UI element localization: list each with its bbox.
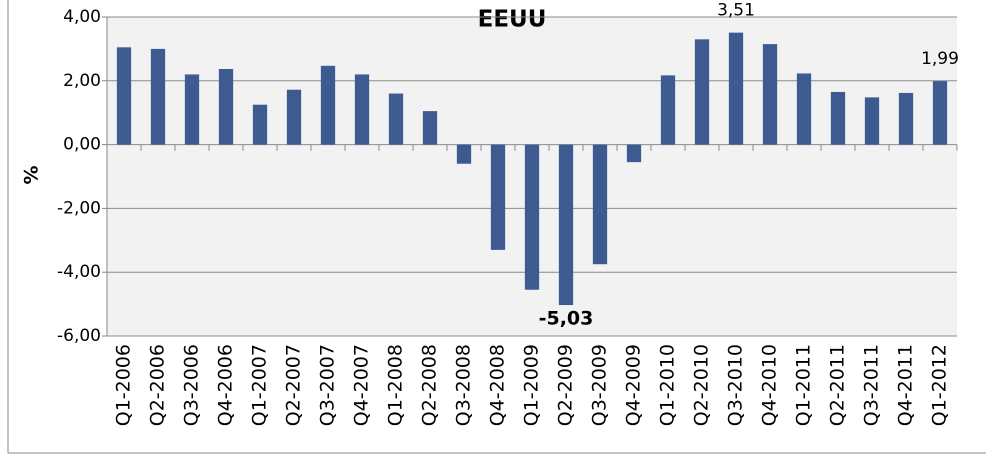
y-tick-label: 4,00 [63,7,101,27]
bar [762,44,778,145]
data-label: -5,03 [539,308,594,330]
bar [320,65,336,145]
y-tick-label: 0,00 [63,135,101,155]
x-tick-label: Q4-2008 [487,344,509,426]
bar [116,47,132,145]
x-tick-label: Q1-2009 [521,344,543,426]
x-tick-label: Q3-2010 [725,344,747,426]
x-tick-label: Q1-2006 [113,344,135,426]
bar [388,93,404,145]
y-tick-label: -6,00 [57,326,101,346]
x-tick-label: Q3-2008 [453,344,475,426]
x-tick-label: Q4-2009 [623,344,645,426]
bar [422,111,438,145]
x-tick-label: Q1-2011 [793,344,815,426]
bar [354,74,370,145]
bar [898,92,914,145]
y-axis-title: % [21,165,43,184]
x-tick-label: Q3-2006 [181,344,203,426]
bar [830,91,846,145]
data-label: 1,99 [921,49,959,69]
bar [796,73,812,145]
bar [184,74,200,145]
bar [592,144,608,265]
bar [490,144,506,250]
bar [694,39,710,145]
x-tick-label: Q2-2011 [827,344,849,426]
chart-title: EEUU [478,7,547,33]
x-tick-label: Q1-2007 [249,344,271,426]
data-label: 3,51 [717,1,755,21]
y-tick-label: -2,00 [57,198,101,218]
x-tick-label: Q2-2009 [555,344,577,426]
x-tick-label: Q2-2006 [147,344,169,426]
y-tick-label: -4,00 [57,262,101,282]
bar [864,97,880,145]
x-tick-label: Q1-2010 [657,344,679,426]
x-tick-label: Q1-2012 [929,344,951,426]
x-tick-label: Q4-2006 [215,344,237,426]
x-tick-label: Q3-2007 [317,344,339,426]
bar [660,75,676,145]
bar [252,104,268,145]
x-tick-label: Q2-2010 [691,344,713,426]
x-tick-label: Q2-2007 [283,344,305,426]
x-tick-label: Q4-2010 [759,344,781,426]
x-tick-label: Q3-2011 [861,344,883,426]
x-tick-label: Q4-2011 [895,344,917,426]
bar [286,89,302,145]
bar [558,144,574,306]
x-tick-label: Q3-2009 [589,344,611,426]
x-tick-label: Q1-2008 [385,344,407,426]
bar [218,68,234,145]
bar [932,81,948,145]
bar [524,144,540,290]
bar [728,32,744,145]
y-tick-label: 2,00 [63,71,101,91]
x-tick-label: Q4-2007 [351,344,373,426]
bar [626,144,642,163]
x-tick-label: Q2-2008 [419,344,441,426]
bar [150,48,166,145]
bar [456,144,472,164]
